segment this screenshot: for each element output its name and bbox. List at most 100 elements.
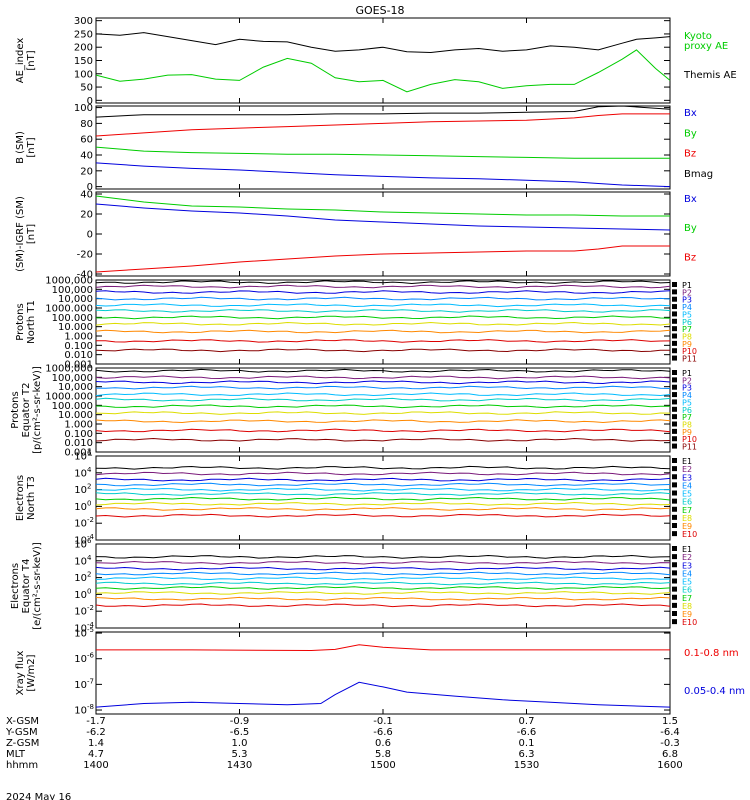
- channel-label: P5: [682, 310, 692, 319]
- ytick-label: 0: [87, 182, 93, 193]
- channel-marker: [672, 586, 677, 592]
- ytick-label: 10,000: [58, 382, 93, 393]
- channel-marker: [672, 443, 677, 449]
- ytick-label: 0.100: [64, 429, 93, 440]
- series-e10: [95, 603, 671, 608]
- date-label: 2024 May 16: [6, 792, 71, 800]
- channel-label: P5: [682, 398, 692, 407]
- x-tick-value: 5.3: [232, 749, 248, 760]
- channel-label: E1: [682, 457, 692, 466]
- series-e5: [95, 576, 671, 581]
- channel-marker: [672, 482, 677, 488]
- channel-marker: [672, 377, 677, 383]
- x-tick-value: 1.0: [232, 738, 248, 749]
- panel-frame: [95, 191, 671, 277]
- y-axis-label: Protons: [10, 391, 21, 428]
- channel-marker: [672, 466, 677, 472]
- channel-label: P1: [682, 281, 692, 290]
- channel-label: P9: [682, 428, 692, 437]
- channel-label: P4: [682, 303, 692, 312]
- channel-marker: [672, 602, 677, 608]
- ytick-label: 10: [74, 536, 87, 547]
- ytick-label: 1000,000: [45, 276, 93, 287]
- channel-label: E2: [682, 553, 692, 562]
- x-tick-value: 1500: [370, 760, 395, 771]
- x-tick-value: 0.1: [519, 738, 535, 749]
- series-e7: [95, 586, 671, 590]
- series-p4: [95, 385, 671, 390]
- ytick-exponent: 2: [87, 571, 91, 579]
- panel-ae: 0 50 100 150 200 250 300 AE_index [nT] Kyotoproxy…: [15, 16, 737, 107]
- ytick-label: 10: [74, 485, 87, 496]
- series-p7: [95, 404, 671, 409]
- series-e3: [95, 477, 671, 482]
- series-p7: [95, 315, 671, 320]
- channel-label: P4: [682, 391, 692, 400]
- ytick-label: 0.010: [64, 350, 93, 361]
- legend-label: proxy AE: [684, 41, 728, 52]
- channel-marker: [672, 578, 677, 584]
- series-by: [95, 146, 670, 159]
- ytick-label: 10: [74, 654, 87, 665]
- y-axis-label: North T1: [26, 300, 37, 344]
- y-axis-label: [p/(cm²-s-sr-keV)]: [32, 366, 43, 454]
- channel-marker: [672, 326, 677, 332]
- channel-label: P7: [682, 325, 692, 334]
- y-axis-label: B (SM): [15, 131, 26, 164]
- channel-marker: [672, 554, 677, 560]
- ytick-exponent: 4: [87, 554, 92, 562]
- series-p1: [95, 280, 671, 285]
- y-axis-label: (SM)-IGRF (SM): [15, 196, 26, 272]
- channel-marker: [672, 384, 677, 390]
- series-p2: [95, 284, 671, 289]
- x-tick-value: 1400: [83, 760, 108, 771]
- y-axis-label: [nT]: [26, 137, 37, 157]
- ytick-label: 250: [74, 29, 93, 40]
- channel-label: P10: [682, 435, 697, 444]
- series-p8: [95, 411, 671, 415]
- series-p6: [95, 397, 671, 402]
- series-e1: [95, 554, 671, 559]
- channel-marker: [672, 436, 677, 442]
- channel-marker: [672, 514, 677, 520]
- channel-marker: [672, 570, 677, 576]
- ytick-exponent: 0: [87, 587, 91, 595]
- channel-label: E5: [682, 578, 692, 587]
- ytick-label: 10.000: [58, 410, 93, 421]
- y-axis-label: Equator T4: [21, 559, 32, 614]
- chart-title: GOES-18: [355, 4, 404, 17]
- ytick-exponent: 6: [87, 449, 92, 457]
- channel-label: E10: [682, 618, 697, 627]
- series-bz: [95, 113, 670, 137]
- series-e5: [95, 487, 670, 492]
- ytick-label: 10: [74, 624, 87, 635]
- x-row-label: Z-GSM: [6, 738, 39, 749]
- channel-marker: [672, 414, 677, 420]
- channel-marker: [672, 594, 677, 600]
- channel-marker: [672, 370, 677, 375]
- series-e7: [95, 496, 671, 501]
- series-p5: [95, 392, 671, 397]
- y-axis-label: Equator T2: [21, 383, 32, 438]
- channel-marker: [672, 619, 677, 625]
- ytick-label: 0.100: [64, 341, 93, 352]
- channel-marker: [672, 506, 677, 512]
- ytick-label: 10: [74, 629, 87, 640]
- ytick-exponent: -4: [87, 533, 95, 541]
- x-tick-value: -6.4: [660, 727, 680, 738]
- panel-pet2: 0.0010.0100.1001.00010.000100.0001000.00…: [10, 364, 697, 459]
- series-p3: [95, 290, 671, 294]
- x-tick-value: -0.9: [230, 716, 250, 727]
- ytick-label: 40: [80, 151, 93, 162]
- x-tick-value: -6.6: [373, 727, 393, 738]
- series-p10: [95, 339, 671, 343]
- ytick-label: 10: [74, 452, 87, 463]
- ytick-label: 0.001: [64, 448, 93, 459]
- channel-label: E1: [682, 545, 692, 554]
- ytick-label: -40: [77, 270, 93, 281]
- ytick-label: 50: [80, 83, 93, 94]
- y-axis-label: [W/m2]: [26, 654, 37, 691]
- channel-label: P2: [682, 288, 692, 297]
